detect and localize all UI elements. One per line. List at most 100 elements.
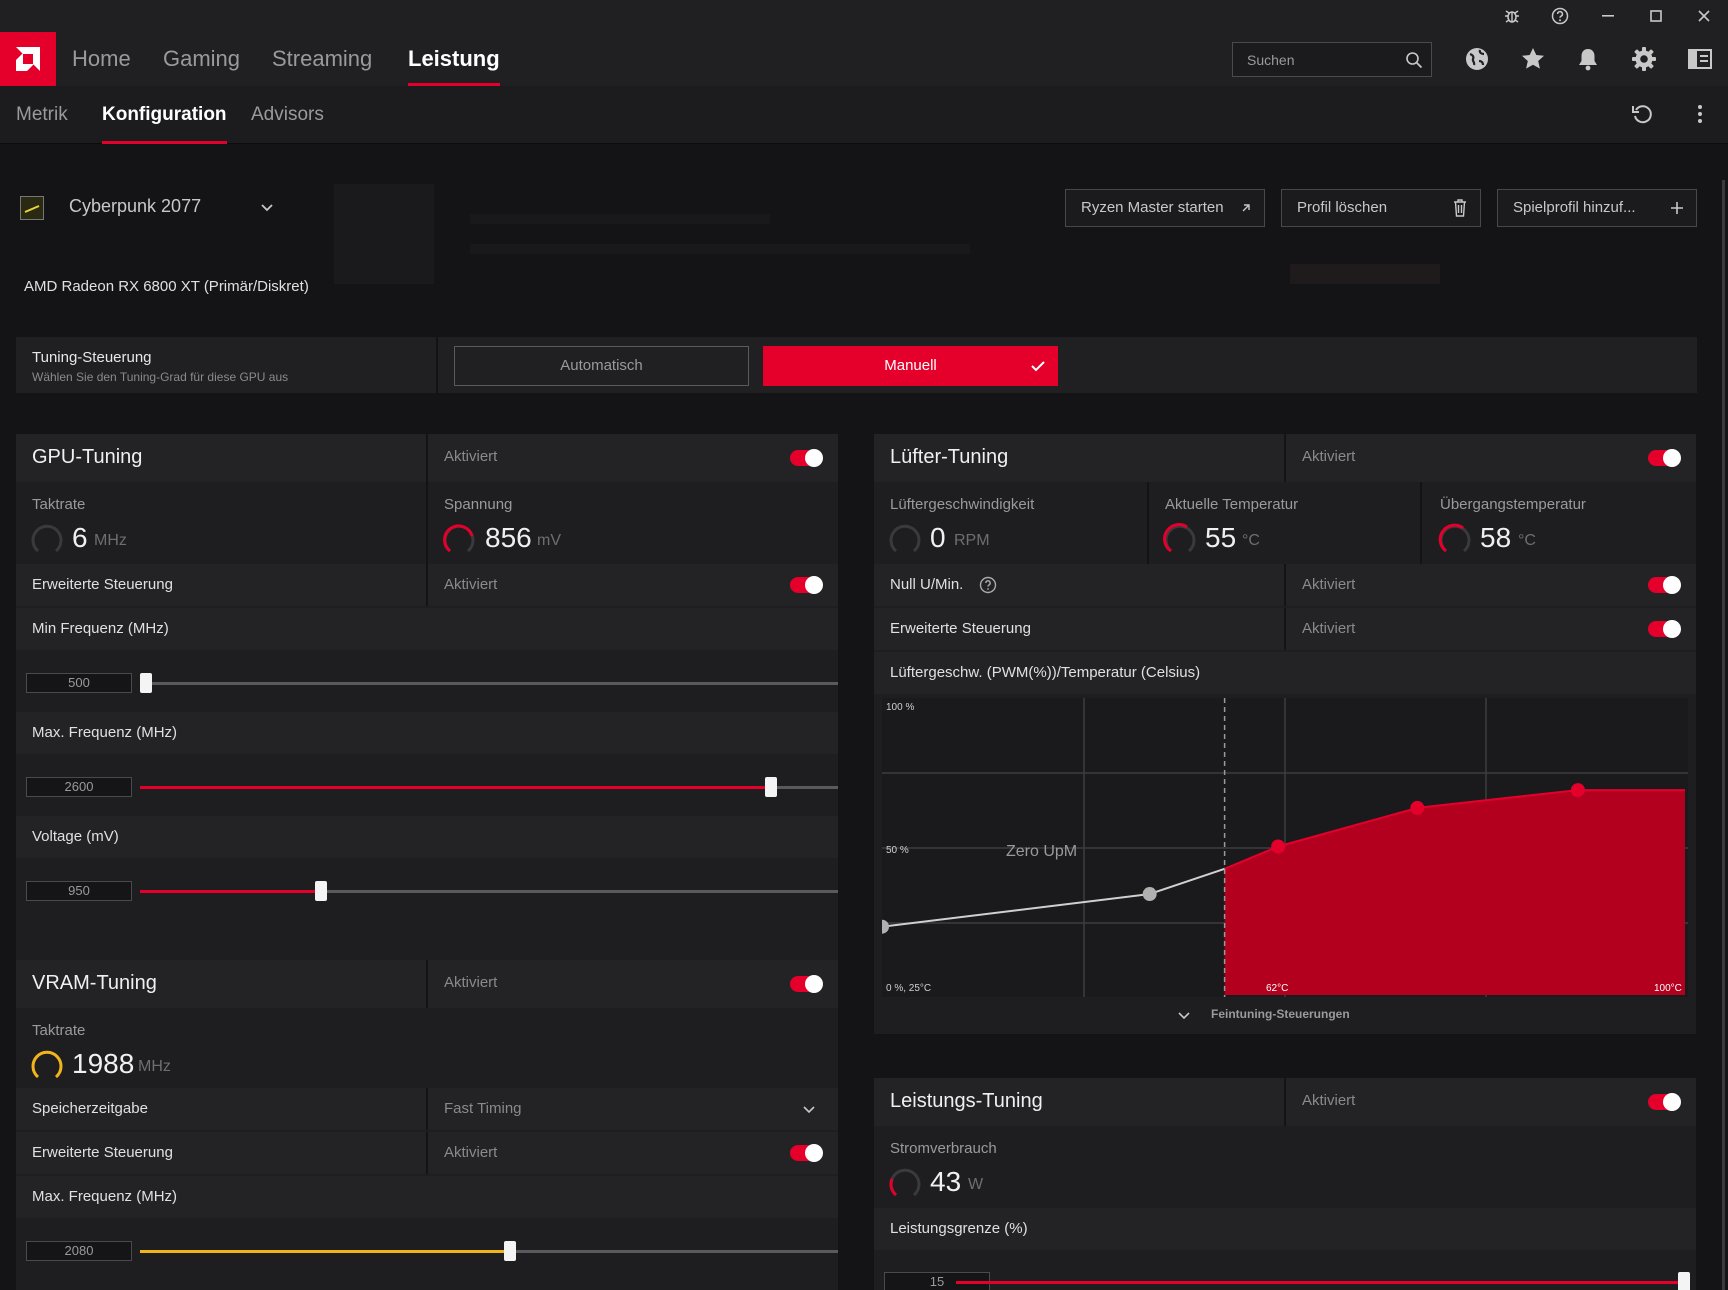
fan-advanced-status: Aktiviert <box>1302 620 1356 637</box>
fan-curve-chart[interactable]: 100 % 50 % 0 %, 25°C 62°C 100°C Zero UpM <box>882 698 1688 998</box>
tuning-control-panel: Tuning-Steuerung Wählen Sie den Tuning-G… <box>16 337 1697 393</box>
max-frequency-row: Max. Frequenz (MHz) <box>16 712 838 754</box>
fan-tuning-header: Lüfter-Tuning Aktiviert <box>874 434 1696 482</box>
main-content: Cyberpunk 2077 AMD Radeon RX 6800 XT (Pr… <box>0 144 1728 1290</box>
nav-tab-home[interactable]: Home <box>72 46 131 71</box>
fan-curve-point[interactable] <box>1570 783 1585 798</box>
voltage-slider-thumb[interactable] <box>315 881 327 901</box>
ryzen-master-label: Ryzen Master starten <box>1081 199 1224 216</box>
tab-advisors[interactable]: Advisors <box>251 104 324 125</box>
search-icon[interactable] <box>1405 51 1423 69</box>
vram-clock-unit: MHz <box>138 1058 171 1075</box>
fine-tuning-label[interactable]: Feintuning-Steuerungen <box>1211 1007 1350 1021</box>
power-consumption-unit: W <box>968 1176 984 1193</box>
star-icon[interactable] <box>1518 44 1548 74</box>
globe-icon[interactable] <box>1462 44 1492 74</box>
gear-icon[interactable] <box>1629 44 1659 74</box>
automatic-button[interactable]: Automatisch <box>454 346 749 386</box>
vram-max-frequency-input[interactable]: 2080 <box>26 1241 132 1261</box>
reset-icon[interactable] <box>1630 102 1654 131</box>
bell-icon[interactable] <box>1573 44 1603 74</box>
vram-tuning-header: VRAM-Tuning Aktiviert <box>16 960 838 1008</box>
vram-max-frequency-slider-thumb[interactable] <box>504 1241 516 1261</box>
fan-advanced-toggle[interactable] <box>1648 620 1681 638</box>
junction-temperature-value: 58 <box>1480 522 1512 553</box>
tab-metrik[interactable]: Metrik <box>16 104 68 125</box>
max-frequency-input[interactable]: 2600 <box>26 777 132 797</box>
minimize-icon[interactable] <box>1584 0 1632 32</box>
vram-tuning-panel: VRAM-Tuning Aktiviert Taktrate 1988 MHz … <box>16 960 838 1290</box>
search-input[interactable] <box>1233 43 1403 76</box>
help-icon[interactable] <box>1536 0 1584 32</box>
fan-curve-point[interactable] <box>882 919 889 934</box>
power-tuning-toggle[interactable] <box>1648 1093 1681 1111</box>
background-line <box>470 214 770 224</box>
vram-advanced-control-row: Erweiterte Steuerung Aktiviert <box>16 1132 838 1174</box>
fan-curve-row: Lüftergeschw. (PWM(%))/Temperatur (Celsi… <box>874 652 1696 694</box>
vram-advanced-toggle[interactable] <box>790 1144 823 1162</box>
fan-curve-point[interactable] <box>1410 800 1425 815</box>
fan-tuning-toggle[interactable] <box>1648 449 1681 467</box>
fine-tuning-row[interactable]: Feintuning-Steuerungen <box>874 997 1696 1032</box>
gpu-clock-unit: MHz <box>94 532 127 549</box>
background-thumbnail <box>334 184 434 284</box>
chevron-down-icon[interactable] <box>258 198 276 221</box>
max-frequency-slider-thumb[interactable] <box>765 777 777 797</box>
memory-timing-value[interactable]: Fast Timing <box>444 1100 522 1117</box>
voltage-slider-track[interactable] <box>140 890 838 893</box>
more-options-icon[interactable] <box>1690 102 1710 131</box>
nav-tab-gaming[interactable]: Gaming <box>163 46 241 71</box>
vram-max-frequency-label: Max. Frequenz (MHz) <box>32 1188 178 1205</box>
power-tuning-panel: Leistungs-Tuning Aktiviert Stromverbrauc… <box>874 1078 1696 1290</box>
game-profile-name[interactable]: Cyberpunk 2077 <box>69 196 202 216</box>
tuning-control-title: Tuning-Steuerung <box>32 349 152 366</box>
gpu-voltage-label: Spannung <box>444 496 513 513</box>
vram-max-frequency-slider-fill <box>140 1250 510 1253</box>
gpu-tuning-toggle[interactable] <box>790 449 823 467</box>
voltage-row: Voltage (mV) <box>16 816 838 858</box>
delete-profile-button[interactable]: Profil löschen <box>1281 189 1481 227</box>
max-frequency-slider-fill <box>140 786 771 789</box>
amd-logo[interactable] <box>0 32 56 86</box>
gpu-advanced-status: Aktiviert <box>444 576 498 593</box>
manual-button[interactable]: Manuell <box>763 346 1058 386</box>
top-navigation: Home Gaming Streaming Leistung <box>0 32 1728 86</box>
nav-tab-leistung[interactable]: Leistung <box>408 32 500 86</box>
min-frequency-slider-track[interactable] <box>146 682 838 685</box>
y-tick-label: 0 %, 25°C <box>886 983 931 994</box>
close-icon[interactable] <box>1680 0 1728 32</box>
bug-icon[interactable] <box>1488 0 1536 32</box>
add-game-profile-button[interactable]: Spielprofil hinzuf... <box>1497 189 1697 227</box>
voltage-input[interactable]: 950 <box>26 881 132 901</box>
zero-rpm-toggle[interactable] <box>1648 576 1681 594</box>
vram-tuning-toggle[interactable] <box>790 975 823 993</box>
sidebar-toggle-icon[interactable] <box>1685 44 1715 74</box>
fan-curve-point[interactable] <box>1271 839 1286 854</box>
fan-curve-point[interactable] <box>1142 887 1157 902</box>
gpu-name: AMD Radeon RX 6800 XT (Primär/Diskret) <box>24 278 309 295</box>
gpu-tuning-status: Aktiviert <box>444 448 498 465</box>
gpu-tuning-panel: GPU-Tuning Aktiviert Taktrate 6 MHz Span… <box>16 434 838 1064</box>
fan-curve-area <box>1224 790 1685 995</box>
maximize-icon[interactable] <box>1632 0 1680 32</box>
current-temperature-value: 55 <box>1205 522 1237 553</box>
x-tick-label: 62°C <box>1266 983 1288 994</box>
gpu-advanced-toggle[interactable] <box>790 576 823 594</box>
memory-timing-label: Speicherzeitgabe <box>32 1100 148 1117</box>
power-limit-slider-thumb[interactable] <box>1678 1272 1690 1290</box>
ryzen-master-button[interactable]: Ryzen Master starten <box>1065 189 1265 227</box>
chevron-down-icon[interactable] <box>800 1100 818 1118</box>
scrollbar[interactable] <box>1722 180 1725 1290</box>
help-icon[interactable] <box>979 576 997 594</box>
power-tuning-title: Leistungs-Tuning <box>890 1090 1043 1112</box>
nav-tab-streaming[interactable]: Streaming <box>272 46 373 71</box>
min-frequency-slider-thumb[interactable] <box>140 673 152 693</box>
min-frequency-input[interactable]: 500 <box>26 673 132 693</box>
fan-speed-unit: RPM <box>954 532 990 549</box>
background-block <box>1290 264 1440 284</box>
game-thumbnail-icon <box>20 196 44 220</box>
current-temperature-unit: °C <box>1242 532 1260 549</box>
divider <box>1284 564 1286 606</box>
chevron-down-icon[interactable] <box>1176 1007 1192 1023</box>
tab-konfiguration[interactable]: Konfiguration <box>102 86 227 144</box>
